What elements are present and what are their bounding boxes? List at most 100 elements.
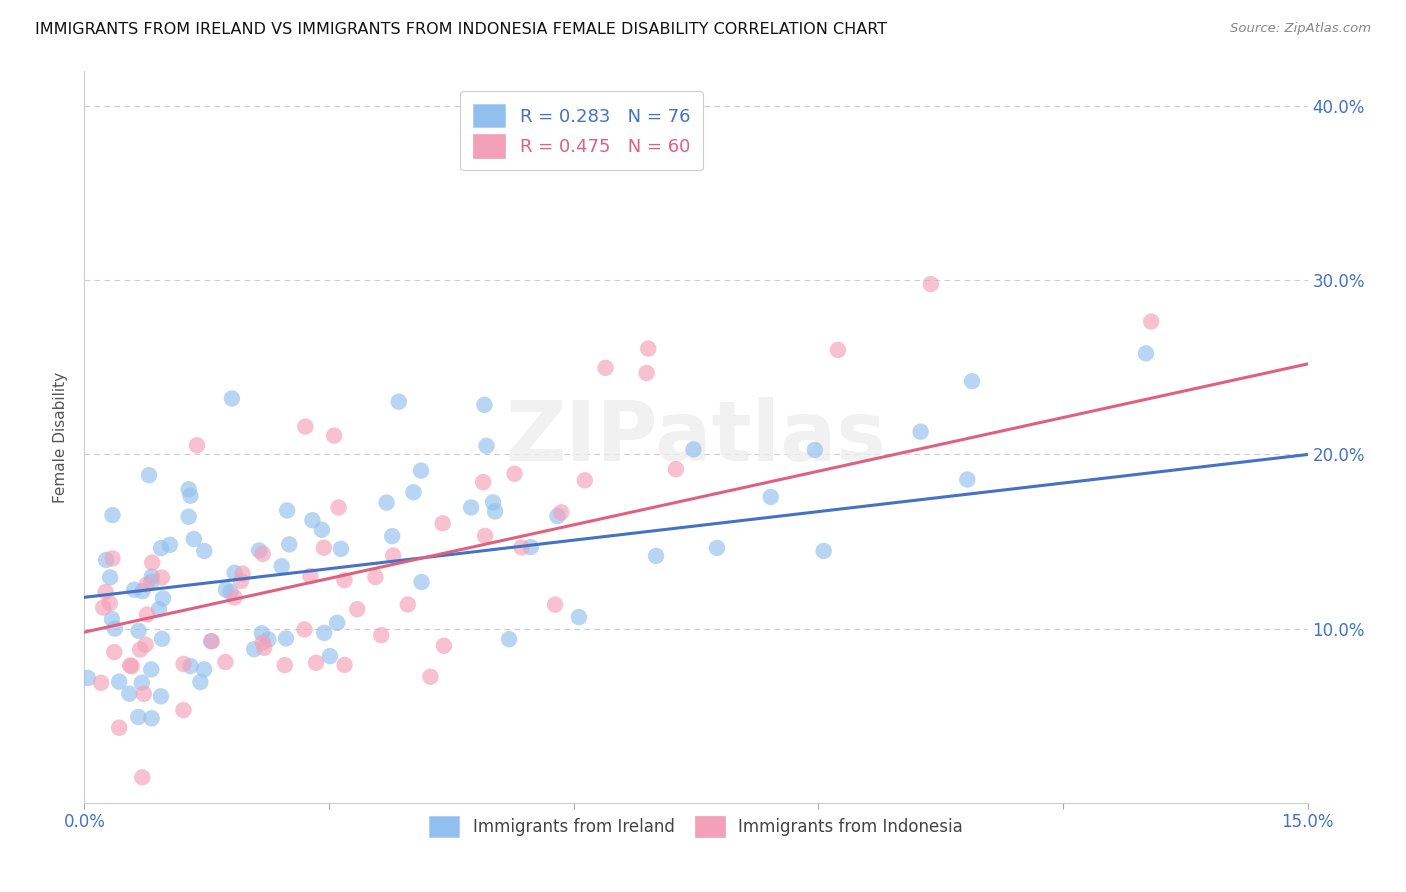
- Point: [305, 656, 328, 670]
- Point: [118, 687, 141, 701]
- Point: [252, 547, 274, 561]
- Point: [183, 532, 205, 546]
- Point: [278, 537, 301, 551]
- Point: [319, 649, 342, 664]
- Point: [574, 473, 596, 487]
- Point: [328, 500, 350, 515]
- Point: [637, 342, 659, 356]
- Text: Source: ZipAtlas.com: Source: ZipAtlas.com: [1230, 22, 1371, 36]
- Y-axis label: Female Disability: Female Disability: [53, 371, 69, 503]
- Point: [141, 662, 163, 676]
- Point: [193, 662, 215, 676]
- Point: [186, 438, 208, 452]
- Point: [177, 509, 200, 524]
- Point: [326, 615, 349, 630]
- Point: [645, 549, 668, 563]
- Point: [1140, 315, 1163, 329]
- Point: [682, 442, 704, 457]
- Point: [910, 425, 932, 439]
- Point: [232, 566, 254, 581]
- Point: [257, 632, 280, 647]
- Point: [148, 602, 170, 616]
- Point: [595, 360, 617, 375]
- Point: [956, 473, 979, 487]
- Point: [411, 575, 433, 590]
- Point: [472, 475, 495, 489]
- Point: [813, 544, 835, 558]
- Point: [141, 569, 163, 583]
- Point: [568, 610, 591, 624]
- Point: [201, 634, 224, 648]
- Legend: Immigrants from Ireland, Immigrants from Indonesia: Immigrants from Ireland, Immigrants from…: [420, 807, 972, 846]
- Point: [301, 513, 323, 527]
- Point: [270, 559, 292, 574]
- Point: [294, 419, 316, 434]
- Point: [312, 541, 335, 555]
- Point: [150, 541, 173, 556]
- Point: [827, 343, 849, 357]
- Point: [544, 598, 567, 612]
- Point: [98, 570, 121, 584]
- Point: [101, 551, 124, 566]
- Point: [120, 658, 142, 673]
- Point: [253, 640, 276, 655]
- Point: [474, 398, 496, 412]
- Point: [243, 642, 266, 657]
- Point: [299, 569, 322, 583]
- Point: [252, 635, 274, 649]
- Point: [131, 675, 153, 690]
- Point: [547, 509, 569, 524]
- Point: [503, 467, 526, 481]
- Point: [104, 622, 127, 636]
- Point: [294, 623, 316, 637]
- Point: [314, 626, 336, 640]
- Point: [150, 632, 173, 646]
- Point: [132, 687, 155, 701]
- Point: [381, 529, 404, 543]
- Point: [510, 541, 533, 555]
- Point: [214, 655, 236, 669]
- Point: [172, 703, 194, 717]
- Point: [432, 516, 454, 531]
- Point: [706, 541, 728, 555]
- Point: [409, 464, 432, 478]
- Point: [94, 585, 117, 599]
- Point: [135, 638, 157, 652]
- Point: [127, 710, 149, 724]
- Point: [128, 624, 150, 638]
- Point: [804, 442, 827, 457]
- Point: [474, 529, 496, 543]
- Point: [333, 657, 356, 672]
- Point: [274, 632, 297, 646]
- Point: [98, 596, 121, 610]
- Text: IMMIGRANTS FROM IRELAND VS IMMIGRANTS FROM INDONESIA FEMALE DISABILITY CORRELATI: IMMIGRANTS FROM IRELAND VS IMMIGRANTS FR…: [35, 22, 887, 37]
- Point: [498, 632, 520, 647]
- Point: [224, 566, 246, 580]
- Point: [396, 598, 419, 612]
- Point: [920, 277, 942, 291]
- Point: [229, 574, 252, 588]
- Point: [141, 574, 163, 589]
- Point: [520, 540, 543, 554]
- Point: [200, 634, 222, 648]
- Point: [475, 439, 498, 453]
- Point: [960, 374, 983, 388]
- Point: [180, 659, 202, 673]
- Point: [311, 523, 333, 537]
- Point: [1135, 346, 1157, 360]
- Point: [108, 721, 131, 735]
- Point: [101, 612, 124, 626]
- Point: [131, 584, 153, 599]
- Point: [135, 577, 157, 591]
- Point: [141, 711, 163, 725]
- Point: [150, 571, 173, 585]
- Point: [375, 495, 398, 509]
- Point: [346, 602, 368, 616]
- Point: [138, 468, 160, 483]
- Point: [250, 626, 273, 640]
- Point: [364, 570, 387, 584]
- Point: [665, 462, 688, 476]
- Point: [370, 628, 392, 642]
- Point: [221, 392, 243, 406]
- Point: [388, 394, 411, 409]
